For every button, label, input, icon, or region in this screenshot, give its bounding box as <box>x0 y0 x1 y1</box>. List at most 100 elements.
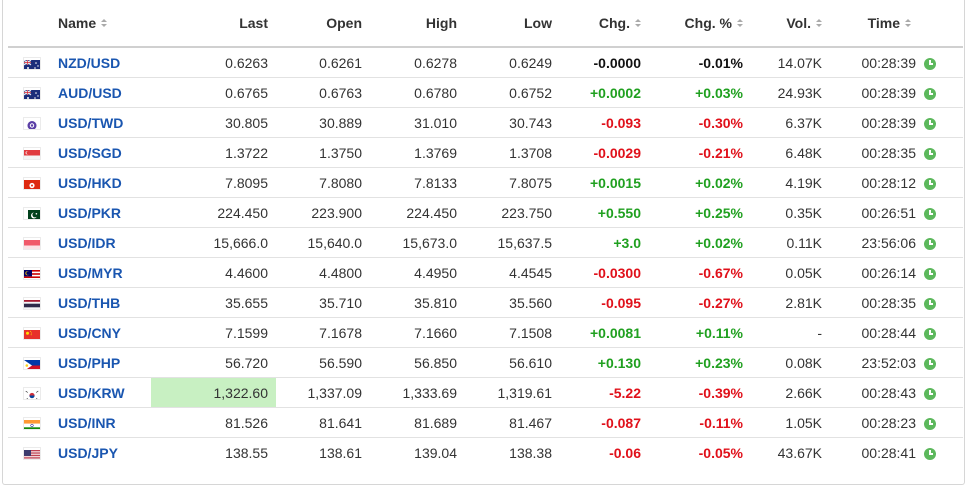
clock-icon <box>924 117 936 130</box>
change-value: -0.0000 <box>560 47 649 78</box>
volume-value: 14.07K <box>751 47 830 78</box>
last-value: 138.55 <box>225 444 268 461</box>
china-flag-icon <box>24 328 40 340</box>
hong-kong-flag-icon <box>24 178 40 190</box>
pair-name-link[interactable]: NZD/USD <box>56 47 151 78</box>
table-row[interactable]: USD/HKD 7.8095 7.8080 7.8133 7.8075 +0.0015 +0… <box>8 167 963 198</box>
last-value: 56.720 <box>151 347 276 378</box>
singapore-flag-icon <box>24 148 40 160</box>
sort-icon <box>905 19 911 28</box>
australia-flag-icon <box>24 58 40 70</box>
volume-value: 43.67K <box>777 444 822 461</box>
high-value: 0.6780 <box>370 77 465 108</box>
flag-cell <box>8 47 56 78</box>
clock-cell <box>924 137 963 168</box>
table-row[interactable]: USD/PHP 56.720 56.590 56.850 56.610 +0.130 +0.… <box>8 347 963 378</box>
time-value: 00:28:39 <box>830 107 924 138</box>
australia-flag-icon <box>24 88 40 100</box>
change-value: -0.087 <box>560 407 649 438</box>
pair-name-link[interactable]: USD/MYR <box>56 257 151 288</box>
high-value: 0.6278 <box>370 47 465 78</box>
name-column-header[interactable]: Name <box>56 0 151 48</box>
table-row[interactable]: USD/IDR 15,666.0 15,640.0 15,673.0 15,637.5 +… <box>8 227 963 258</box>
table-row[interactable]: USD/INR 81.526 81.641 81.689 81.467 -0.087 -0.… <box>8 407 963 438</box>
clock-cell <box>924 287 963 318</box>
clock-cell <box>924 167 963 198</box>
flag-cell <box>8 197 56 228</box>
clock-icon <box>924 267 936 280</box>
chg-pct-column-header[interactable]: Chg. % <box>649 0 751 48</box>
open-value: 138.61 <box>319 444 362 461</box>
malaysia-flag-icon <box>24 268 40 280</box>
time-value: 00:26:14 <box>830 257 924 288</box>
vol-column-header[interactable]: Vol. <box>751 0 830 48</box>
table-row[interactable]: USD/PKR 224.450 223.900 224.450 223.750 +0.55… <box>8 197 963 228</box>
sort-icon <box>635 19 641 28</box>
clock-cell <box>924 407 963 438</box>
table-row[interactable]: AUD/USD 0.6765 0.6763 0.6780 0.6752 +0.0002 +0… <box>8 77 963 108</box>
low-value: 30.743 <box>465 107 560 138</box>
flag-cell <box>8 107 56 138</box>
pair-name-link[interactable]: USD/JPY <box>58 444 118 461</box>
high-value: 1.3769 <box>370 137 465 168</box>
thailand-flag-icon <box>24 298 40 310</box>
chg-column-header[interactable]: Chg. <box>560 0 649 48</box>
pair-name-link[interactable]: USD/PKR <box>56 197 151 228</box>
last-value: 224.450 <box>151 197 276 228</box>
table-row[interactable]: USD/JPY 138.55 138.61 139.04 138.38 -0.06 -0.0… <box>8 438 963 468</box>
clock-icon <box>924 147 936 160</box>
pair-name-link[interactable]: USD/TWD <box>56 107 151 138</box>
low-value: 56.610 <box>465 347 560 378</box>
pair-name-link[interactable]: USD/INR <box>56 407 151 438</box>
high-value: 1,333.69 <box>370 377 465 408</box>
table-row[interactable]: USD/KRW 1,322.60 1,337.09 1,333.69 1,319.61-… <box>8 377 963 408</box>
pair-name-link[interactable]: USD/CNY <box>56 317 151 348</box>
last-value: 1,322.60 <box>151 377 276 408</box>
flag-cell <box>8 287 56 318</box>
high-value: 224.450 <box>370 197 465 228</box>
flag-cell <box>8 227 56 258</box>
volume-value: 0.35K <box>751 197 830 228</box>
flag-cell <box>8 77 56 108</box>
pair-name-link[interactable]: USD/SGD <box>56 137 151 168</box>
open-value: 223.900 <box>276 197 370 228</box>
volume-value: 2.81K <box>751 287 830 318</box>
table-row[interactable]: USD/TWD 30.805 30.889 31.010 30.743 -0.093 -0.… <box>8 107 963 138</box>
open-value: 35.710 <box>276 287 370 318</box>
pair-name-link[interactable]: USD/IDR <box>56 227 151 258</box>
quotes-panel: Name Last Open High Low Chg. Chg. % Vol.… <box>2 0 965 485</box>
low-column-header: Low <box>465 0 560 48</box>
table-row[interactable]: USD/CNY 7.1599 7.1678 7.1660 7.1508 +0.0081 +0… <box>8 317 963 348</box>
open-value: 1.3750 <box>276 137 370 168</box>
currency-quotes-table: Name Last Open High Low Chg. Chg. % Vol.… <box>8 0 963 467</box>
low-value: 7.8075 <box>465 167 560 198</box>
change-percent-value: -0.27% <box>649 287 751 318</box>
time-value: 00:28:43 <box>830 377 924 408</box>
south-korea-flag-icon <box>24 388 40 400</box>
time-value: 00:28:39 <box>830 77 924 108</box>
high-value: 81.689 <box>370 407 465 438</box>
low-value: 35.560 <box>465 287 560 318</box>
flag-cell <box>8 137 56 168</box>
flag-cell <box>8 317 56 348</box>
table-row[interactable]: USD/THB 35.655 35.710 35.810 35.560 -0.095 -0.… <box>8 287 963 318</box>
pair-name-link[interactable]: USD/PHP <box>56 347 151 378</box>
philippines-flag-icon <box>24 358 40 370</box>
pair-name-link[interactable]: USD/HKD <box>56 167 151 198</box>
table-row[interactable]: USD/SGD 1.3722 1.3750 1.3769 1.3708 -0.0029 -0… <box>8 137 963 168</box>
pair-name-link[interactable]: AUD/USD <box>56 77 151 108</box>
change-value: -0.095 <box>560 287 649 318</box>
volume-value: 0.05K <box>751 257 830 288</box>
table-row[interactable]: USD/MYR 4.4600 4.4800 4.4950 4.4545 -0.0300 -0… <box>8 257 963 288</box>
table-row[interactable]: NZD/USD 0.6263 0.6261 0.6278 0.6249 -0.0000 -0… <box>8 47 963 78</box>
volume-value: - <box>751 317 830 348</box>
time-column-header[interactable]: Time <box>830 0 963 48</box>
high-value: 31.010 <box>370 107 465 138</box>
clock-cell <box>924 77 963 108</box>
change-value: +0.0015 <box>560 167 649 198</box>
pair-name-link[interactable]: USD/THB <box>56 287 151 318</box>
change-value: +0.0002 <box>560 77 649 108</box>
pair-name-link[interactable]: USD/KRW <box>56 377 151 408</box>
clock-icon <box>924 447 936 460</box>
usa-flag-icon <box>24 448 40 460</box>
